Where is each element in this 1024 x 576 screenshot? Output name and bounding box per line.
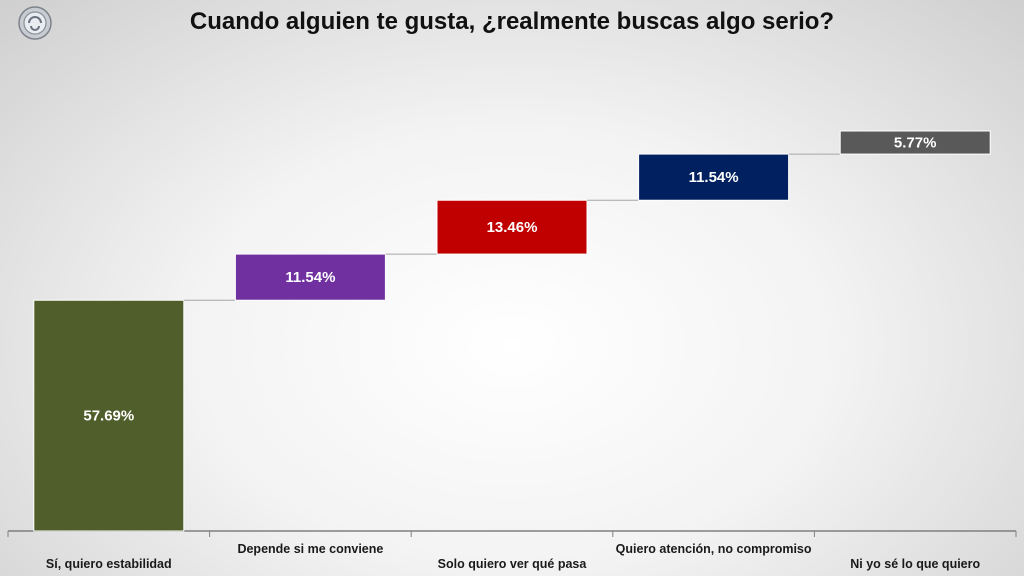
bar [234, 253, 386, 301]
data-label: 57.69% [83, 408, 134, 425]
bar [33, 299, 185, 532]
data-label: 13.46% [487, 219, 538, 236]
chart-title: Cuando alguien te gusta, ¿realmente busc… [189, 8, 835, 35]
data-label: 11.54% [285, 269, 335, 286]
bar [638, 153, 790, 201]
x-tick-label: Depende si me conviene [237, 542, 383, 556]
data-label: 11.54% [689, 169, 739, 186]
x-tick-label: Solo quiero ver qué pasa [438, 557, 588, 571]
x-tick-label: Quiero atención, no compromiso [616, 542, 812, 556]
x-tick-label: Sí, quiero estabilidad [46, 557, 172, 571]
data-label: 5.77% [894, 135, 937, 152]
bar [436, 199, 588, 255]
logo-icon [18, 6, 52, 40]
x-tick-label: Ni yo sé lo que quiero [850, 557, 980, 571]
bar [839, 130, 991, 155]
